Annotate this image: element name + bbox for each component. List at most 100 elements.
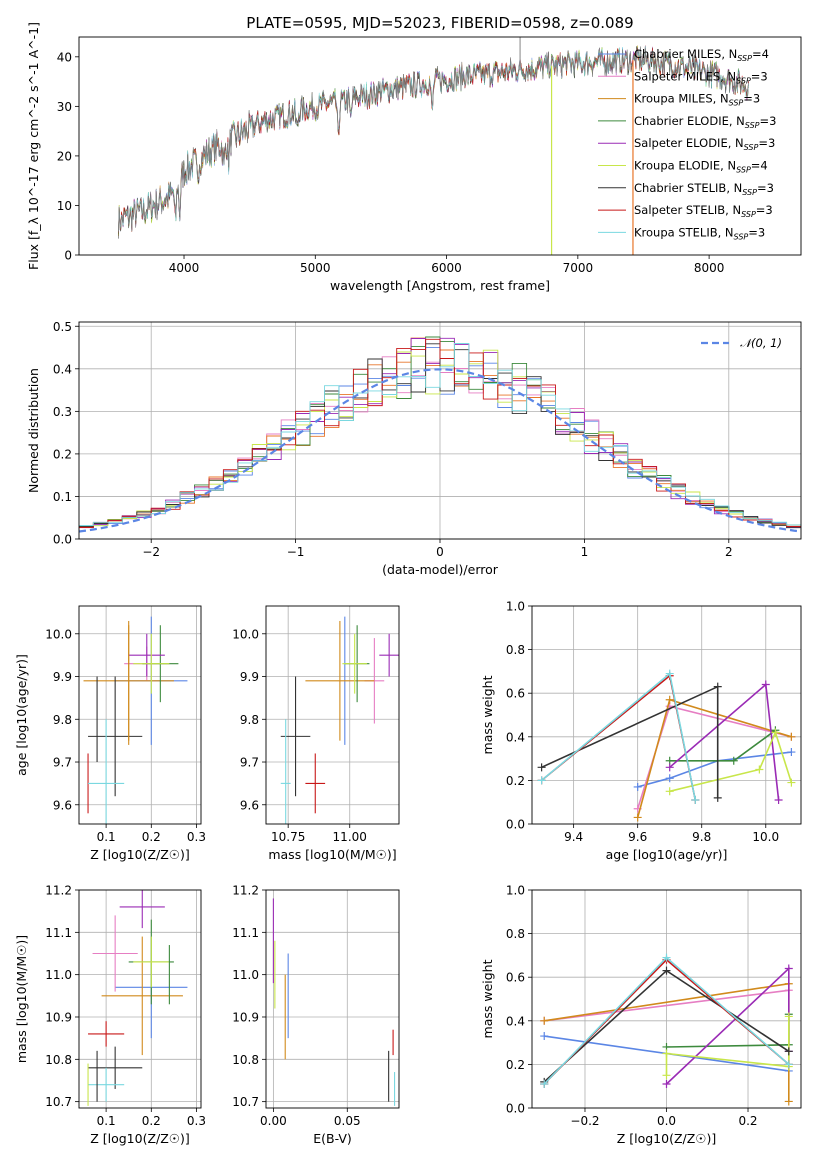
errorbar-point	[88, 1067, 125, 1102]
weight-marker	[662, 1071, 671, 1080]
y-axis-label: Normed distribution	[26, 368, 41, 493]
y-tick-label: 10	[57, 199, 72, 213]
errorbar-point	[305, 753, 326, 814]
errorbar-point	[133, 633, 170, 694]
weight-marker	[784, 1097, 793, 1106]
legend-label: 𝒩(0, 1)	[740, 336, 782, 350]
weight-marker	[713, 682, 722, 691]
y-tick-label: 30	[57, 100, 72, 114]
y-tick-label: 9.7	[240, 756, 259, 770]
weight-marker	[691, 796, 700, 805]
weight-marker	[662, 966, 671, 975]
weight-marker	[665, 774, 674, 783]
plot-area	[118, 37, 749, 255]
y-tick-label: 11.2	[232, 884, 259, 898]
y-tick-label: 0.4	[506, 730, 525, 744]
x-tick-label: 5000	[300, 261, 331, 275]
x-tick-label: 0.2	[738, 1114, 757, 1128]
plot-area	[79, 336, 801, 533]
weight-marker	[537, 776, 546, 785]
x-tick-label: 9.4	[564, 830, 583, 844]
weight-marker	[774, 796, 783, 805]
y-tick-label: 40	[57, 50, 72, 64]
x-tick-label: 11.00	[333, 830, 367, 844]
axes-frame	[265, 889, 400, 1109]
weight-marker	[540, 1016, 549, 1025]
errorbar-point	[119, 890, 165, 929]
panel-residuals: −2 −1 0 1 2 0.0 0.1 0.2 0.3 0.4 0.5 (data-model)/er…	[26, 320, 802, 577]
panel-ebv_mass: 0.00 0.05 10.7 10.8 10.9 11.0 11.1 11.2 E(B-V)	[232, 884, 400, 1146]
weight-marker	[787, 732, 796, 741]
axes-frame	[78, 36, 802, 256]
x-tick-label: 4000	[169, 261, 200, 275]
y-tick-label: 0.5	[53, 320, 72, 334]
y-tick-label: 0.3	[53, 405, 72, 419]
weight-marker	[713, 793, 722, 802]
y-tick-label: 10.7	[232, 1095, 259, 1109]
legend-label: Salpeter STELIB, NSSP=3	[634, 203, 773, 219]
weight-line	[637, 751, 792, 788]
weight-line	[666, 1014, 790, 1048]
weight-marker	[755, 765, 764, 774]
x-tick-label: −0.2	[570, 1114, 599, 1128]
panel-spectrum: 4000 5000 6000 7000 8000 0 10 20 30 40 wavelength …	[26, 22, 802, 293]
y-tick-label: 0.4	[506, 1014, 525, 1028]
weight-marker	[665, 787, 674, 796]
normal-curve	[79, 368, 801, 533]
y-tick-label: 1.0	[506, 884, 525, 898]
x-axis-label: (data-model)/error	[382, 562, 499, 577]
x-tick-label: 7000	[563, 261, 594, 275]
weight-marker	[665, 763, 674, 772]
x-tick-label: 0.0	[657, 1114, 676, 1128]
x-tick-label: 0.3	[187, 830, 206, 844]
x-tick-label: 1	[581, 545, 589, 559]
legend-label: Chabrier MILES, NSSP=4	[634, 47, 769, 63]
x-tick-label: 10.0	[752, 830, 779, 844]
x-tick-label: 0.3	[187, 1114, 206, 1128]
plot-area	[540, 953, 793, 1106]
errorbar-point	[88, 719, 125, 824]
plot-area	[87, 890, 188, 1106]
errorbar-point	[342, 633, 367, 694]
axes-frame	[78, 605, 202, 825]
axes-frame	[78, 889, 202, 1109]
weight-marker	[537, 763, 546, 772]
weight-marker	[665, 669, 674, 678]
x-axis-label: Z [log10(Z/Z☉)]	[617, 1131, 717, 1146]
legend-label: Kroupa ELODIE, NSSP=4	[634, 159, 768, 175]
y-tick-label: 9.8	[240, 713, 259, 727]
y-tick-label: 0.6	[506, 971, 525, 985]
weight-marker	[784, 1012, 793, 1021]
weight-marker	[665, 695, 674, 704]
x-tick-label: 0.1	[97, 830, 116, 844]
y-tick-label: 11.1	[45, 926, 72, 940]
y-tick-label: 9.9	[240, 670, 259, 684]
weight-marker	[787, 748, 796, 757]
plot-area	[537, 669, 796, 822]
y-axis-label: mass weight	[480, 959, 495, 1038]
y-axis-label: mass [log10(M/M☉)]	[14, 935, 29, 1063]
x-tick-label: 8000	[694, 261, 725, 275]
errorbar-point	[101, 936, 183, 1056]
weight-marker	[633, 782, 642, 791]
x-tick-label: 10.75	[271, 830, 305, 844]
histogram-step	[79, 338, 801, 530]
y-tick-label: 9.8	[53, 713, 72, 727]
panel-mass_age: 10.75 11.00 9.6 9.7 9.8 9.9 10.0 mass [log10(M/…	[232, 605, 400, 862]
plot-area	[280, 616, 399, 824]
y-axis-label: mass weight	[480, 675, 495, 754]
x-axis-label: wavelength [Angstrom, rest frame]	[330, 278, 550, 293]
legend-label: Salpeter ELODIE, NSSP=3	[634, 136, 775, 152]
weight-marker	[540, 1080, 549, 1089]
errorbar-point	[128, 633, 165, 677]
legend-label: Chabrier ELODIE, NSSP=3	[634, 114, 776, 130]
legend-label: Chabrier STELIB, NSSP=3	[634, 181, 774, 197]
y-tick-label: 11.1	[232, 926, 259, 940]
y-tick-label: 0.6	[506, 687, 525, 701]
weight-line	[636, 705, 792, 809]
x-axis-label: mass [log10(M/M☉)]	[268, 847, 396, 862]
y-tick-label: 10.8	[45, 1053, 72, 1067]
spectrum-data-line	[118, 46, 749, 233]
legend: Chabrier MILES, NSSP=4 Salpeter MILES, NS…	[598, 47, 776, 241]
